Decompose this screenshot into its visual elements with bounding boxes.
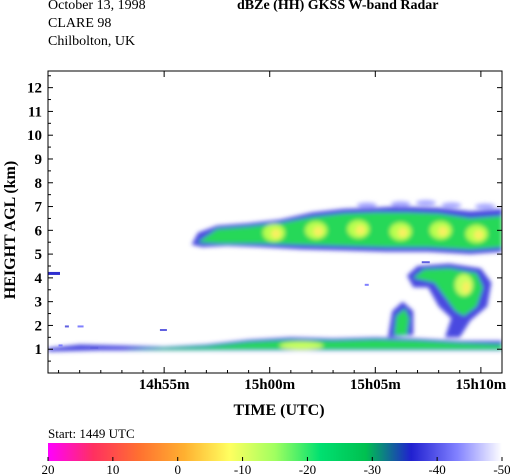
echo-speck [90, 346, 99, 349]
echo-core [397, 227, 408, 238]
colorbar-tick-label: -40 [428, 462, 445, 476]
echo-core [355, 225, 366, 236]
colorbar-tick-label: -10 [234, 462, 251, 476]
colorbar-ticks: 20 10 0 -10 -20 -30 -40 -50 [42, 457, 510, 476]
echo-edge [356, 202, 377, 209]
colorbar [48, 443, 502, 461]
y-tick-label: 5 [35, 247, 43, 263]
echo-edge [441, 202, 462, 209]
chart-title: dBZe (HH) GKSS W-band Radar [237, 0, 439, 13]
echo-core [437, 226, 448, 237]
echo-core [473, 229, 484, 240]
y-tick-label: 3 [35, 295, 43, 311]
colorbar-tick-label: 20 [42, 462, 55, 476]
echo-speck [77, 325, 84, 328]
y-tick-label: 7 [35, 200, 43, 216]
start-time-label: Start: 1449 UTC [48, 426, 135, 441]
x-tick-label: 15h05m [350, 377, 401, 393]
header-date: October 13, 1998 [48, 0, 146, 13]
echo-edge [415, 199, 436, 206]
echo-fill [48, 199, 502, 352]
y-tick-label: 6 [35, 223, 43, 239]
x-tick-label: 15h10m [455, 377, 506, 393]
echo-core [313, 226, 324, 237]
echo-core [270, 228, 281, 239]
echo-speck [64, 325, 69, 328]
x-tick-label: 15h00m [244, 377, 295, 393]
y-tick-label: 1 [35, 342, 43, 358]
radar-echo-layer [48, 199, 502, 352]
y-axis-label: HEIGHT AGL (km) [2, 161, 19, 299]
echo-speck [364, 283, 369, 286]
header-location: Chilbolton, UK [48, 34, 136, 49]
echo-core [462, 281, 471, 294]
y-tick-label: 12 [27, 81, 42, 97]
colorbar-tick-label: -30 [364, 462, 381, 476]
echo-region [394, 308, 410, 335]
echo-edge [390, 201, 411, 208]
y-tick-label: 10 [27, 128, 42, 144]
x-tick-label: 14h55m [139, 377, 190, 393]
echo-speck [48, 271, 60, 275]
echo-speck [159, 329, 167, 332]
echo-edge [475, 203, 496, 210]
y-tick-label: 11 [28, 104, 42, 120]
echo-speck [421, 261, 430, 264]
y-tick-label: 4 [35, 271, 43, 287]
y-tick-label: 2 [35, 318, 43, 334]
echo-core [279, 341, 324, 350]
colorbar-tick-label: -20 [299, 462, 316, 476]
plot-frame [47, 70, 503, 374]
x-axis: 14h55m 15h00m 15h05m 15h10m [58, 71, 507, 393]
y-tick-label: 8 [35, 176, 43, 192]
colorbar-tick-label: -50 [493, 462, 510, 476]
y-tick-label: 9 [35, 152, 43, 168]
header-campaign: CLARE 98 [48, 16, 112, 31]
x-axis-label: TIME (UTC) [233, 402, 324, 419]
echo-speck [58, 344, 63, 347]
colorbar-tick-label: 0 [174, 462, 181, 476]
colorbar-tick-label: 10 [106, 462, 119, 476]
